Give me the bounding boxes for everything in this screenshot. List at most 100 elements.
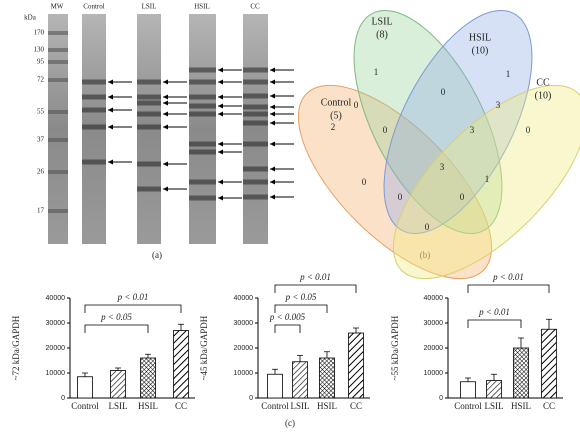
y-tick-label: 10000 xyxy=(424,370,444,377)
x-tick-label: CC xyxy=(350,401,362,411)
y-axis-label: ~72 kDa/GAPDH xyxy=(11,315,21,380)
x-tick-label: LSIL xyxy=(291,401,310,411)
marker-label: 26 xyxy=(37,168,45,176)
lane-label: MW xyxy=(51,3,64,11)
arrow-head xyxy=(270,120,275,126)
venn-set xyxy=(297,84,493,280)
lane-label: HSIL xyxy=(194,3,210,11)
blot-band xyxy=(243,166,268,172)
arrow-head xyxy=(163,161,168,167)
arrow-head xyxy=(270,104,275,110)
marker-label: 55 xyxy=(37,108,45,116)
error-bar xyxy=(115,367,121,371)
blot-band xyxy=(137,100,161,106)
blot-band xyxy=(137,186,161,192)
significance-bracket xyxy=(467,284,550,293)
blot-band xyxy=(243,120,268,126)
blot-band xyxy=(189,94,216,100)
significance-label: p < 0.01 xyxy=(299,272,331,282)
y-tick-label: 40000 xyxy=(234,295,254,302)
arrow-head xyxy=(270,111,275,117)
venn-region-count: 0 xyxy=(441,87,446,97)
x-tick-label: LSIL xyxy=(485,401,504,411)
venn-region-count: 0 xyxy=(354,100,359,110)
error-bar xyxy=(546,318,552,330)
bar xyxy=(292,361,308,399)
arrow-head xyxy=(163,124,168,130)
venn-region-count: 0 xyxy=(398,192,403,202)
error-bar xyxy=(353,327,359,333)
y-tick-label: 20000 xyxy=(234,345,254,352)
significance-label: p < 0.01 xyxy=(492,272,524,282)
blot-band xyxy=(243,93,268,99)
significance-bracket xyxy=(84,324,149,333)
venn-set-name: CC xyxy=(536,77,550,88)
marker-band xyxy=(48,110,68,114)
marker-label: 37 xyxy=(37,136,45,144)
error-bar xyxy=(272,368,278,375)
arrow-head xyxy=(218,111,223,117)
venn-region-count: 3 xyxy=(496,100,501,110)
venn-region-count: 3 xyxy=(440,162,445,172)
arrow-head xyxy=(270,67,275,73)
venn-set-name: Control xyxy=(321,97,352,108)
arrow-head xyxy=(270,194,275,200)
blot-band xyxy=(82,124,106,130)
error-bar xyxy=(518,337,524,348)
y-tick-label: 10000 xyxy=(234,370,254,377)
y-tick-label: 0 xyxy=(61,395,65,402)
x-tick-label: HSIL xyxy=(511,401,531,411)
arrow-head xyxy=(218,195,223,201)
significance-label: p < 0.005 xyxy=(269,312,306,322)
y-tick-label: 30000 xyxy=(234,320,254,327)
blot-band xyxy=(243,79,268,85)
y-axis-label: ~55 kDa/GAPDH xyxy=(390,315,400,380)
arrow-head xyxy=(163,111,168,117)
panel-label: (b) xyxy=(420,250,431,260)
error-bar xyxy=(491,373,497,381)
x-tick-label: CC xyxy=(175,401,187,411)
arrow-head xyxy=(270,79,275,85)
venn-set-count: (8) xyxy=(376,29,388,40)
blot-band xyxy=(137,124,161,130)
blot-band xyxy=(82,94,106,100)
marker-label: 130 xyxy=(34,46,45,54)
venn-set-name: LSIL xyxy=(371,16,392,27)
bar xyxy=(110,370,126,399)
significance-label: p < 0.01 xyxy=(478,307,510,317)
arrow-head xyxy=(218,94,223,100)
arrow-head xyxy=(163,94,168,100)
y-tick-label: 20000 xyxy=(46,345,66,352)
venn-region-count: 0 xyxy=(383,125,388,135)
marker-band xyxy=(48,60,68,64)
blot-band xyxy=(243,141,268,147)
y-tick-label: 0 xyxy=(439,395,443,402)
significance-bracket xyxy=(84,304,182,313)
bar xyxy=(486,380,502,399)
venn-set xyxy=(353,9,503,235)
error-bar xyxy=(145,353,151,358)
arrow-head xyxy=(108,159,113,165)
y-tick-label: 30000 xyxy=(424,320,444,327)
blot-band xyxy=(137,94,161,100)
error-bar xyxy=(178,323,184,331)
blot-band xyxy=(189,141,216,147)
marker-band xyxy=(48,48,68,52)
blot-band xyxy=(137,111,161,117)
blot-band xyxy=(243,104,268,110)
bar xyxy=(348,332,364,399)
venn-region-count: 1 xyxy=(374,67,379,77)
blot-band xyxy=(243,194,268,200)
venn-region-count: 0 xyxy=(460,192,465,202)
blot-band xyxy=(189,111,216,117)
marker-band xyxy=(48,78,68,82)
blot-band xyxy=(137,79,161,85)
significance-label: p < 0.01 xyxy=(117,292,149,302)
blot-band xyxy=(243,67,268,73)
y-tick-label: 40000 xyxy=(46,295,66,302)
significance-bracket xyxy=(274,284,357,293)
arrow-head xyxy=(270,179,275,185)
blot-band xyxy=(189,149,216,155)
blot-band xyxy=(137,161,161,167)
